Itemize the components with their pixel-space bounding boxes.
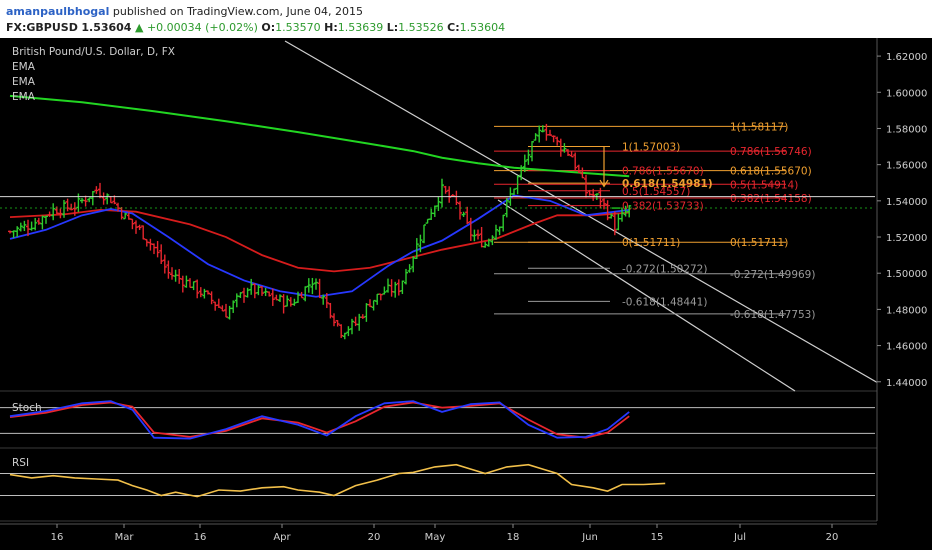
- fib-retracement[interactable]: 1(1.58117)0.786(1.56746)0.618(1.55670)0.…: [494, 121, 815, 321]
- close-value: 1.53604: [459, 21, 506, 34]
- low-value: 1.53526: [398, 21, 444, 34]
- price-tick-label: 1.50000: [886, 269, 927, 280]
- low-label: L:: [386, 21, 399, 34]
- fib-left-level-label: 0(1.51711): [622, 237, 680, 249]
- publish-header: amanpaulbhogal published on TradingView.…: [0, 0, 932, 38]
- price-tick-label: 1.52000: [886, 233, 927, 244]
- date-tick-label: 16: [51, 532, 64, 543]
- price-tick-label: 1.62000: [886, 52, 927, 63]
- grid: [0, 390, 932, 522]
- open-label: O:: [261, 21, 276, 34]
- fib-right-level-label: 0.5(1.54914): [730, 179, 798, 191]
- symbol-label[interactable]: FX:GBPUSD: [6, 21, 78, 34]
- up-arrow-icon: ▲: [134, 21, 144, 34]
- date-tick-label: 20: [826, 532, 839, 543]
- date-tick-label: 20: [368, 532, 381, 543]
- ema-long-line: [9, 94, 630, 178]
- close-label: C:: [447, 21, 460, 34]
- projection-arrow-head: [599, 179, 609, 188]
- author-link[interactable]: amanpaulbhogal: [6, 5, 110, 18]
- fib-left-level-label: 0.382(1.53733): [622, 201, 704, 213]
- indicator-label-ema-2: EMA: [12, 76, 36, 88]
- price-tick-label: 1.54000: [886, 197, 927, 208]
- chart-area[interactable]: 1(1.58117) 0.786(1.56746) 0.618(1.55670) 0.…: [0, 38, 932, 550]
- high-label: H:: [324, 21, 338, 34]
- chart-svg[interactable]: 1(1.58117)0.786(1.56746)0.618(1.55670)0.…: [0, 38, 932, 550]
- chart-title: British Pound/U.S. Dollar, D, FX: [12, 46, 175, 58]
- ema-short-line: [9, 194, 630, 298]
- rsi-line: [9, 463, 666, 498]
- date-tick-label: Mar: [115, 532, 135, 543]
- stoch-label: Stoch: [12, 402, 42, 414]
- rsi-label: RSI: [12, 457, 29, 469]
- price-axis-background: [877, 38, 932, 550]
- fib-left-level-label: 0.786(1.55670): [622, 166, 704, 178]
- candles: [8, 123, 632, 340]
- axes: 1.62000 1.60000 1.58000 1.56000 1.54000 1.520…: [0, 38, 932, 550]
- price-tick-label: 1.48000: [886, 305, 927, 316]
- change-text: +0.00034 (+0.02%): [146, 21, 258, 34]
- fib-right-level-label: 1(1.58117): [730, 121, 788, 133]
- fib-left-level-label: 1(1.57003): [622, 142, 680, 154]
- fib-right-level-label: -0.272(1.49969): [730, 269, 815, 281]
- fib-right-level-label: 0(1.51711): [730, 237, 788, 249]
- fib-left-level-label: 0.618(1.54981): [622, 178, 713, 190]
- date-tick-label: 18: [507, 532, 520, 543]
- indicator-label-ema-3: EMA: [12, 91, 36, 103]
- publish-line: amanpaulbhogal published on TradingView.…: [6, 5, 363, 18]
- indicator-label-ema-1: EMA: [12, 61, 36, 73]
- date-tick-label: May: [425, 532, 446, 543]
- trend-line-lower[interactable]: [497, 199, 796, 392]
- price-tick-label: 1.44000: [886, 378, 927, 389]
- change-value: ▲ +0.00034 (+0.02%): [135, 21, 258, 34]
- price-tick-label: 1.56000: [886, 161, 927, 172]
- price-tick-label: 1.60000: [886, 88, 927, 99]
- fib-right-level-label: 0.382(1.54158): [730, 193, 812, 205]
- fib-left-level-label: -0.272(1.50272): [622, 263, 707, 275]
- high-value: 1.53639: [337, 21, 384, 34]
- chart-background: [0, 38, 932, 550]
- ema-lines: [9, 94, 630, 298]
- price-tick-label: 1.58000: [886, 124, 927, 135]
- date-tick-label: Jun: [581, 532, 598, 543]
- date-tick-label: Apr: [273, 532, 291, 543]
- fib-right-level-label: 0.618(1.55670): [730, 166, 812, 178]
- published-text: published on TradingView.com, June 04, 2…: [109, 5, 363, 18]
- fib-left-level-label: 0.5(1.54557): [622, 186, 690, 198]
- date-tick-label: 15: [651, 532, 664, 543]
- quote-line: FX:GBPUSD 1.53604 ▲ +0.00034 (+0.02%) O:…: [6, 21, 505, 34]
- open-value: 1.53570: [275, 21, 321, 34]
- date-tick-label: Jul: [733, 532, 746, 543]
- fib-left-level-label: -0.618(1.48441): [622, 296, 707, 308]
- date-tick-label: 16: [194, 532, 207, 543]
- fib-right-level-label: -0.618(1.47753): [730, 309, 815, 321]
- fib-right-level-label: 0.786(1.56746): [730, 146, 812, 158]
- price-tick-label: 1.46000: [886, 342, 927, 353]
- stoch-k-line: [9, 400, 630, 440]
- last-price: 1.53604: [81, 21, 132, 34]
- chart-labels: British Pound/U.S. Dollar, D, FX EMA EMA…: [12, 46, 175, 469]
